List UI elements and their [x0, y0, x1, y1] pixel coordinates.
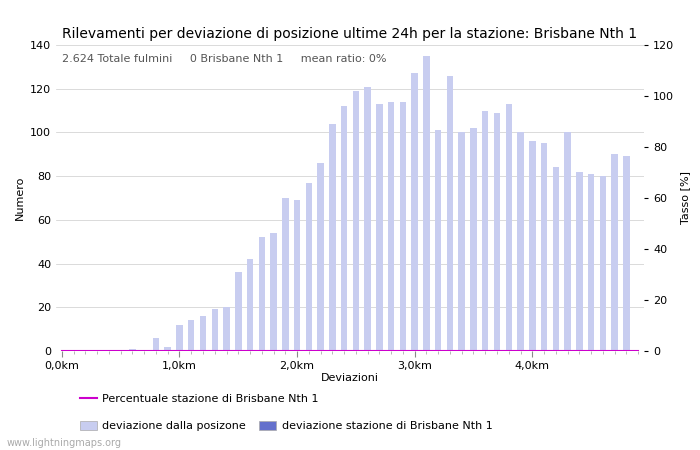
Bar: [541, 144, 547, 351]
Bar: [130, 349, 136, 351]
Bar: [188, 320, 195, 351]
Bar: [223, 307, 230, 351]
Bar: [470, 128, 477, 351]
Bar: [576, 172, 582, 351]
Bar: [529, 141, 536, 351]
Bar: [412, 73, 418, 351]
Bar: [211, 310, 218, 351]
Bar: [353, 91, 359, 351]
Text: www.lightningmaps.org: www.lightningmaps.org: [7, 438, 122, 448]
Bar: [247, 259, 253, 351]
Bar: [588, 174, 594, 351]
Bar: [517, 132, 524, 351]
Bar: [235, 272, 241, 351]
Bar: [458, 132, 465, 351]
Bar: [294, 200, 300, 351]
X-axis label: Deviazioni: Deviazioni: [321, 373, 379, 383]
Y-axis label: Tasso [%]: Tasso [%]: [680, 171, 689, 225]
Bar: [282, 198, 288, 351]
Bar: [552, 167, 559, 351]
Bar: [164, 346, 171, 351]
Bar: [153, 338, 159, 351]
Y-axis label: Numero: Numero: [15, 176, 24, 220]
Bar: [306, 183, 312, 351]
Bar: [388, 102, 394, 351]
Bar: [376, 104, 383, 351]
Bar: [365, 86, 371, 351]
Legend: Percentuale stazione di Brisbane Nth 1: Percentuale stazione di Brisbane Nth 1: [76, 389, 323, 409]
Bar: [494, 113, 500, 351]
Bar: [258, 237, 265, 351]
Bar: [341, 106, 347, 351]
Text: 2.624 Totale fulmini     0 Brisbane Nth 1     mean ratio: 0%: 2.624 Totale fulmini 0 Brisbane Nth 1 me…: [62, 54, 386, 64]
Bar: [505, 104, 512, 351]
Legend: deviazione dalla posizone, deviazione stazione di Brisbane Nth 1: deviazione dalla posizone, deviazione st…: [76, 416, 497, 436]
Bar: [176, 325, 183, 351]
Bar: [199, 316, 206, 351]
Bar: [317, 163, 324, 351]
Bar: [482, 111, 489, 351]
Bar: [447, 76, 453, 351]
Title: Rilevamenti per deviazione di posizione ultime 24h per la stazione: Brisbane Nth: Rilevamenti per deviazione di posizione …: [62, 27, 638, 41]
Bar: [611, 154, 618, 351]
Bar: [400, 102, 406, 351]
Bar: [270, 233, 276, 351]
Bar: [435, 130, 442, 351]
Bar: [600, 176, 606, 351]
Bar: [424, 56, 430, 351]
Bar: [564, 132, 570, 351]
Bar: [329, 124, 335, 351]
Bar: [623, 157, 629, 351]
